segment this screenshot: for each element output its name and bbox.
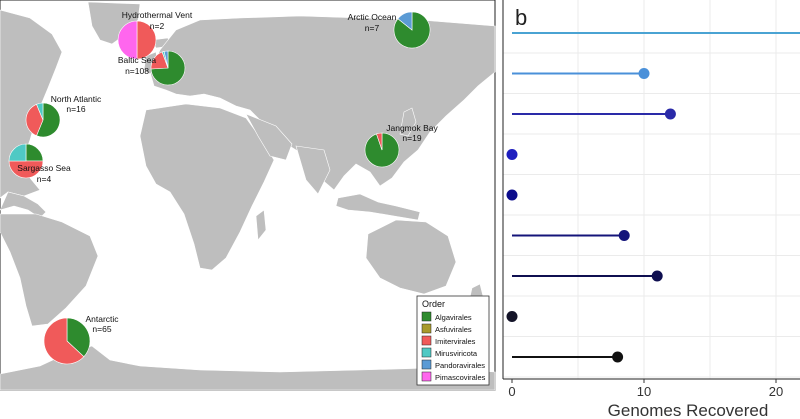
lollipop-point — [506, 149, 518, 160]
site-count: n=108 — [125, 66, 149, 76]
legend-swatch-pimascovirales — [421, 371, 432, 382]
lollipop-row-5 — [506, 189, 518, 201]
legend-label-pimascovirales: Pimascovirales — [435, 373, 486, 382]
japan — [399, 107, 417, 137]
world-land-masses — [0, 1, 496, 391]
pie-slice-north-atlantic-mirusviricota — [36, 102, 44, 121]
site-label: Arctic Ocean — [348, 12, 397, 22]
lollipop-point — [664, 108, 676, 120]
site-label: Baltic Sea — [118, 55, 157, 65]
lollipop-point — [506, 189, 518, 201]
pie-slice-north-atlantic-imitervirales — [25, 103, 44, 137]
legend-label-algavirales: Algavirales — [435, 313, 472, 322]
legend-label-imitervirales: Imitervirales — [435, 337, 476, 346]
site-label: Jangmok Bay — [386, 123, 438, 133]
legend-swatch-imitervirales — [421, 335, 432, 346]
pie-slice-hydrothermal-vent-imitervirales — [136, 20, 157, 60]
x-axis-ticks: 0 10 20 — [508, 379, 783, 399]
legend-swatch-mirusviricota — [421, 347, 432, 358]
site-label: Hydrothermal Vent — [122, 10, 193, 20]
legend-label-pandoravirales: Pandoravirales — [435, 361, 485, 370]
indonesia — [335, 193, 421, 221]
lollipop-point — [612, 351, 624, 363]
pie-slice-antarctic-algavirales — [66, 317, 91, 358]
grid-lines — [503, 0, 800, 379]
pie-slice-antarctic-imitervirales — [43, 317, 85, 365]
legend-swatch-algavirales — [421, 311, 432, 322]
legend-label-mirusviricota: Mirusviricota — [435, 349, 478, 358]
lollipop-row-2 — [512, 68, 650, 79]
lollipop-row-3 — [512, 108, 676, 120]
pie-slice-arctic-ocean-pandoravirales — [397, 11, 413, 31]
x-tick-label-20: 20 — [769, 384, 783, 399]
south-america — [0, 213, 99, 327]
pie-slice-jangmok-bay-imitervirales — [376, 132, 383, 151]
australia — [365, 219, 457, 295]
legend-swatch-pandoravirales — [421, 359, 432, 370]
legend-swatch-asfuvirales — [421, 323, 432, 334]
panel-label-b: b — [515, 5, 527, 30]
lollipop-row-9 — [512, 351, 624, 363]
africa — [139, 103, 275, 271]
lollipop-row-4 — [506, 149, 518, 160]
lollipop-row-6 — [512, 230, 630, 241]
site-label: North Atlantic — [51, 94, 102, 104]
site-count: n=65 — [92, 324, 111, 334]
x-axis-label: Genomes Recovered — [608, 401, 769, 419]
site-count: n=19 — [402, 133, 421, 143]
legend-title: Order — [422, 299, 445, 309]
plot-background — [503, 0, 800, 379]
site-count: n=4 — [37, 174, 52, 184]
lollipop-panel: b 0 10 20 Genomes Recovered — [502, 0, 800, 419]
pie-slice-hydrothermal-vent-pimascovirales — [117, 20, 138, 60]
pie-slice-sargasso-sea-imitervirales — [8, 160, 44, 179]
madagascar — [255, 209, 267, 241]
site-count: n=2 — [150, 21, 165, 31]
lollipop-point — [651, 270, 663, 282]
lollipop-row-8 — [506, 311, 518, 322]
lollipop-row-7 — [512, 270, 663, 282]
lollipop-series — [506, 32, 800, 363]
pie-slice-sargasso-sea-mirusviricota — [8, 143, 27, 162]
lollipop-point — [638, 68, 650, 79]
order-legend: Order Algavirales Asfuvirales Imitervirales… — [416, 295, 490, 386]
legend-label-asfuvirales: Asfuvirales — [435, 325, 472, 334]
site-label: Antarctic — [85, 314, 119, 324]
site-label: Sargasso Sea — [17, 163, 71, 173]
pie-slice-baltic-sea-pandoravirales — [163, 50, 169, 69]
site-count: n=7 — [365, 23, 380, 33]
lollipop-point — [506, 311, 518, 322]
x-tick-label-0: 0 — [508, 384, 515, 399]
site-count: n=16 — [66, 104, 85, 114]
pie-slice-north-atlantic-algavirales — [36, 102, 61, 138]
arabia — [245, 113, 293, 161]
lollipop-point — [618, 230, 630, 241]
europe-asia — [149, 15, 496, 191]
x-tick-label-10: 10 — [637, 384, 651, 399]
india — [295, 145, 331, 195]
